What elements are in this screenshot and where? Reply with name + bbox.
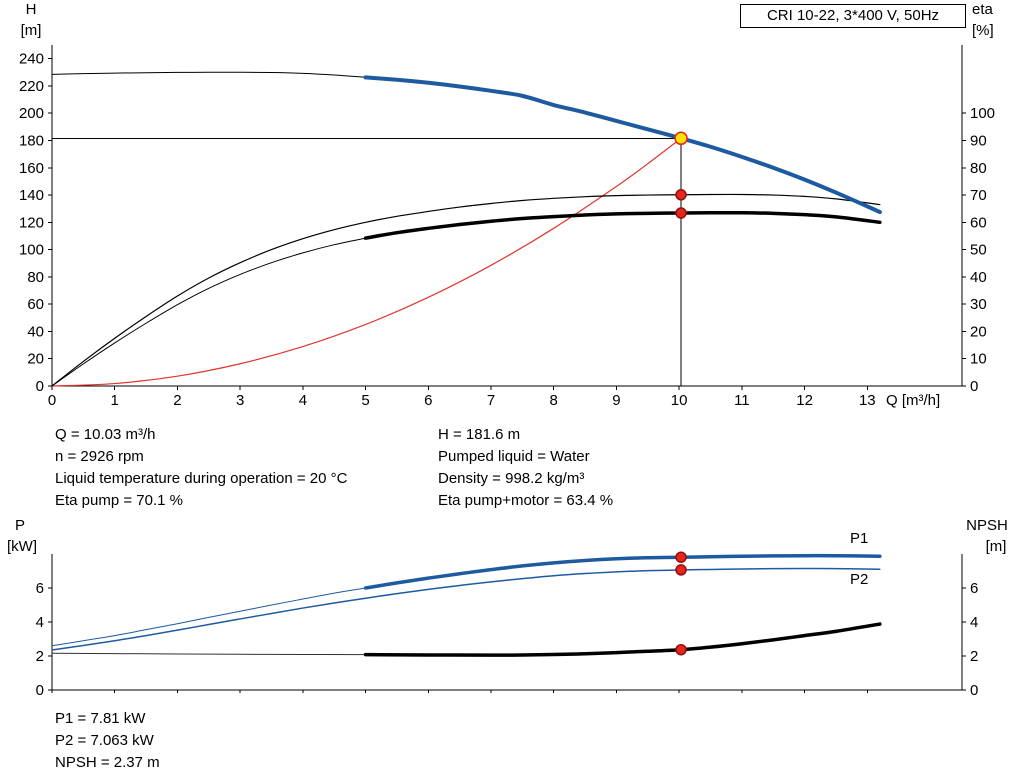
right-tick-label: 10: [970, 351, 987, 368]
pump-title-box: CRI 10-22, 3*400 V, 50Hz: [740, 4, 966, 28]
left-axis-title: H: [26, 1, 37, 18]
right-tick-label: 0: [970, 682, 978, 699]
left-tick-label: 6: [36, 580, 44, 597]
p2-curve: [51, 567, 881, 651]
p2-label: P2: [850, 571, 868, 588]
duty-point: [674, 131, 688, 146]
info-line-eta-pump-motor: Eta pump+motor = 63.4 %: [438, 492, 614, 509]
right-tick-label: 40: [970, 269, 987, 286]
x-tick-label: 11: [734, 392, 750, 409]
left-axis-title: P: [15, 517, 25, 534]
duty-info-right: H = 181.6 m Pumped liquid = Water Densit…: [438, 424, 613, 512]
info-line-h: H = 181.6 m: [438, 426, 521, 443]
x-tick-label: 3: [236, 392, 244, 409]
right-tick-label: 100: [970, 105, 995, 122]
x-tick-label: 10: [671, 392, 688, 409]
info-line-eta-pump: Eta pump = 70.1 %: [55, 492, 183, 509]
p2-point: [675, 564, 687, 576]
pump-curve: [363, 75, 882, 215]
right-tick-label: 60: [970, 214, 987, 231]
info-line-n: n = 2926 rpm: [55, 448, 144, 465]
right-tick-label: 50: [970, 242, 987, 259]
p1-curve-low-flow: [51, 587, 367, 647]
power-npsh-chart: 0 0 2 2 4 4 6 6 P [kW] NPSH [m] P1 P2: [7, 517, 1008, 699]
npsh-curve: [363, 622, 882, 657]
right-tick-label: 4: [970, 614, 978, 631]
right-axis-title: NPSH: [966, 517, 1008, 534]
info-line-p1: P1 = 7.81 kW: [55, 710, 146, 727]
x-tick-label: 6: [424, 392, 432, 409]
left-tick-label: 180: [19, 132, 44, 149]
x-tick-label: 13: [859, 392, 876, 409]
p1-point: [675, 551, 687, 563]
right-axis-unit: [m]: [986, 538, 1007, 555]
left-tick-label: 0: [36, 378, 44, 395]
right-axis-title: eta: [972, 1, 994, 18]
right-tick-label: 0: [970, 378, 978, 395]
p1-curve: [363, 553, 882, 590]
x-tick-label: 0: [48, 392, 56, 409]
left-tick-label: 80: [27, 269, 44, 286]
left-tick-label: 140: [19, 187, 44, 204]
right-tick-label: 70: [970, 187, 987, 204]
x-tick-label: 1: [111, 392, 119, 409]
npsh-curve-low-flow: [51, 652, 367, 656]
eta-pump-curve: [51, 193, 881, 387]
left-tick-label: 0: [36, 682, 44, 699]
eta-pump-motor-curve: [363, 210, 882, 240]
eta-pump-motor-point: [675, 207, 687, 219]
right-tick-label: 30: [970, 296, 987, 313]
x-tick-label: 2: [173, 392, 181, 409]
power-info: P1 = 7.81 kW P2 = 7.063 kW NPSH = 2.37 m: [55, 708, 160, 774]
right-tick-label: 2: [970, 648, 978, 665]
x-tick-label: 4: [299, 392, 307, 409]
info-line-npsh: NPSH = 2.37 m: [55, 754, 160, 771]
left-tick-label: 240: [19, 51, 44, 68]
eta-pump-point: [675, 189, 687, 201]
left-tick-label: 200: [19, 105, 44, 122]
left-axis-unit: [m]: [21, 22, 42, 39]
right-tick-label: 20: [970, 323, 987, 340]
x-tick-label: 9: [612, 392, 620, 409]
left-tick-label: 220: [19, 78, 44, 95]
left-tick-label: 160: [19, 160, 44, 177]
right-axis-unit: [%]: [972, 22, 994, 39]
npsh-point: [675, 643, 687, 656]
left-tick-label: 4: [36, 614, 44, 631]
x-tick-label: 7: [487, 392, 495, 409]
left-tick-label: 100: [19, 242, 44, 259]
x-tick-label: 8: [550, 392, 558, 409]
hq-eta-chart: 0 1 2 3 4 5 6 7 8 9 10 11 12 13 Q [m³/h]02040608010012…: [19, 1, 995, 409]
right-tick-label: 90: [970, 132, 987, 149]
eta-pump-motor-curve-low-flow: [51, 237, 367, 387]
x-axis-title: Q [m³/h]: [886, 392, 940, 409]
info-line-q: Q = 10.03 m³/h: [55, 426, 156, 443]
right-tick-label: 6: [970, 580, 978, 597]
info-line-liquid: Pumped liquid = Water: [438, 448, 590, 465]
info-line-p2: P2 = 7.063 kW: [55, 732, 154, 749]
left-tick-label: 40: [27, 323, 44, 340]
left-axis-unit: [kW]: [7, 538, 37, 555]
left-tick-label: 60: [27, 296, 44, 313]
p1-label: P1: [850, 530, 868, 547]
system-curve: [51, 137, 682, 387]
left-tick-label: 2: [36, 648, 44, 665]
left-tick-label: 120: [19, 214, 44, 231]
pump-curve-low-flow: [51, 71, 367, 78]
left-tick-label: 20: [27, 351, 44, 368]
x-tick-label: 5: [361, 392, 369, 409]
right-tick-label: 80: [970, 160, 987, 177]
x-tick-label: 12: [796, 392, 813, 409]
info-line-density: Density = 998.2 kg/m³: [438, 470, 585, 487]
duty-info-left: Q = 10.03 m³/h n = 2926 rpm Liquid tempe…: [55, 424, 347, 512]
info-line-temperature: Liquid temperature during operation = 20…: [55, 470, 348, 487]
